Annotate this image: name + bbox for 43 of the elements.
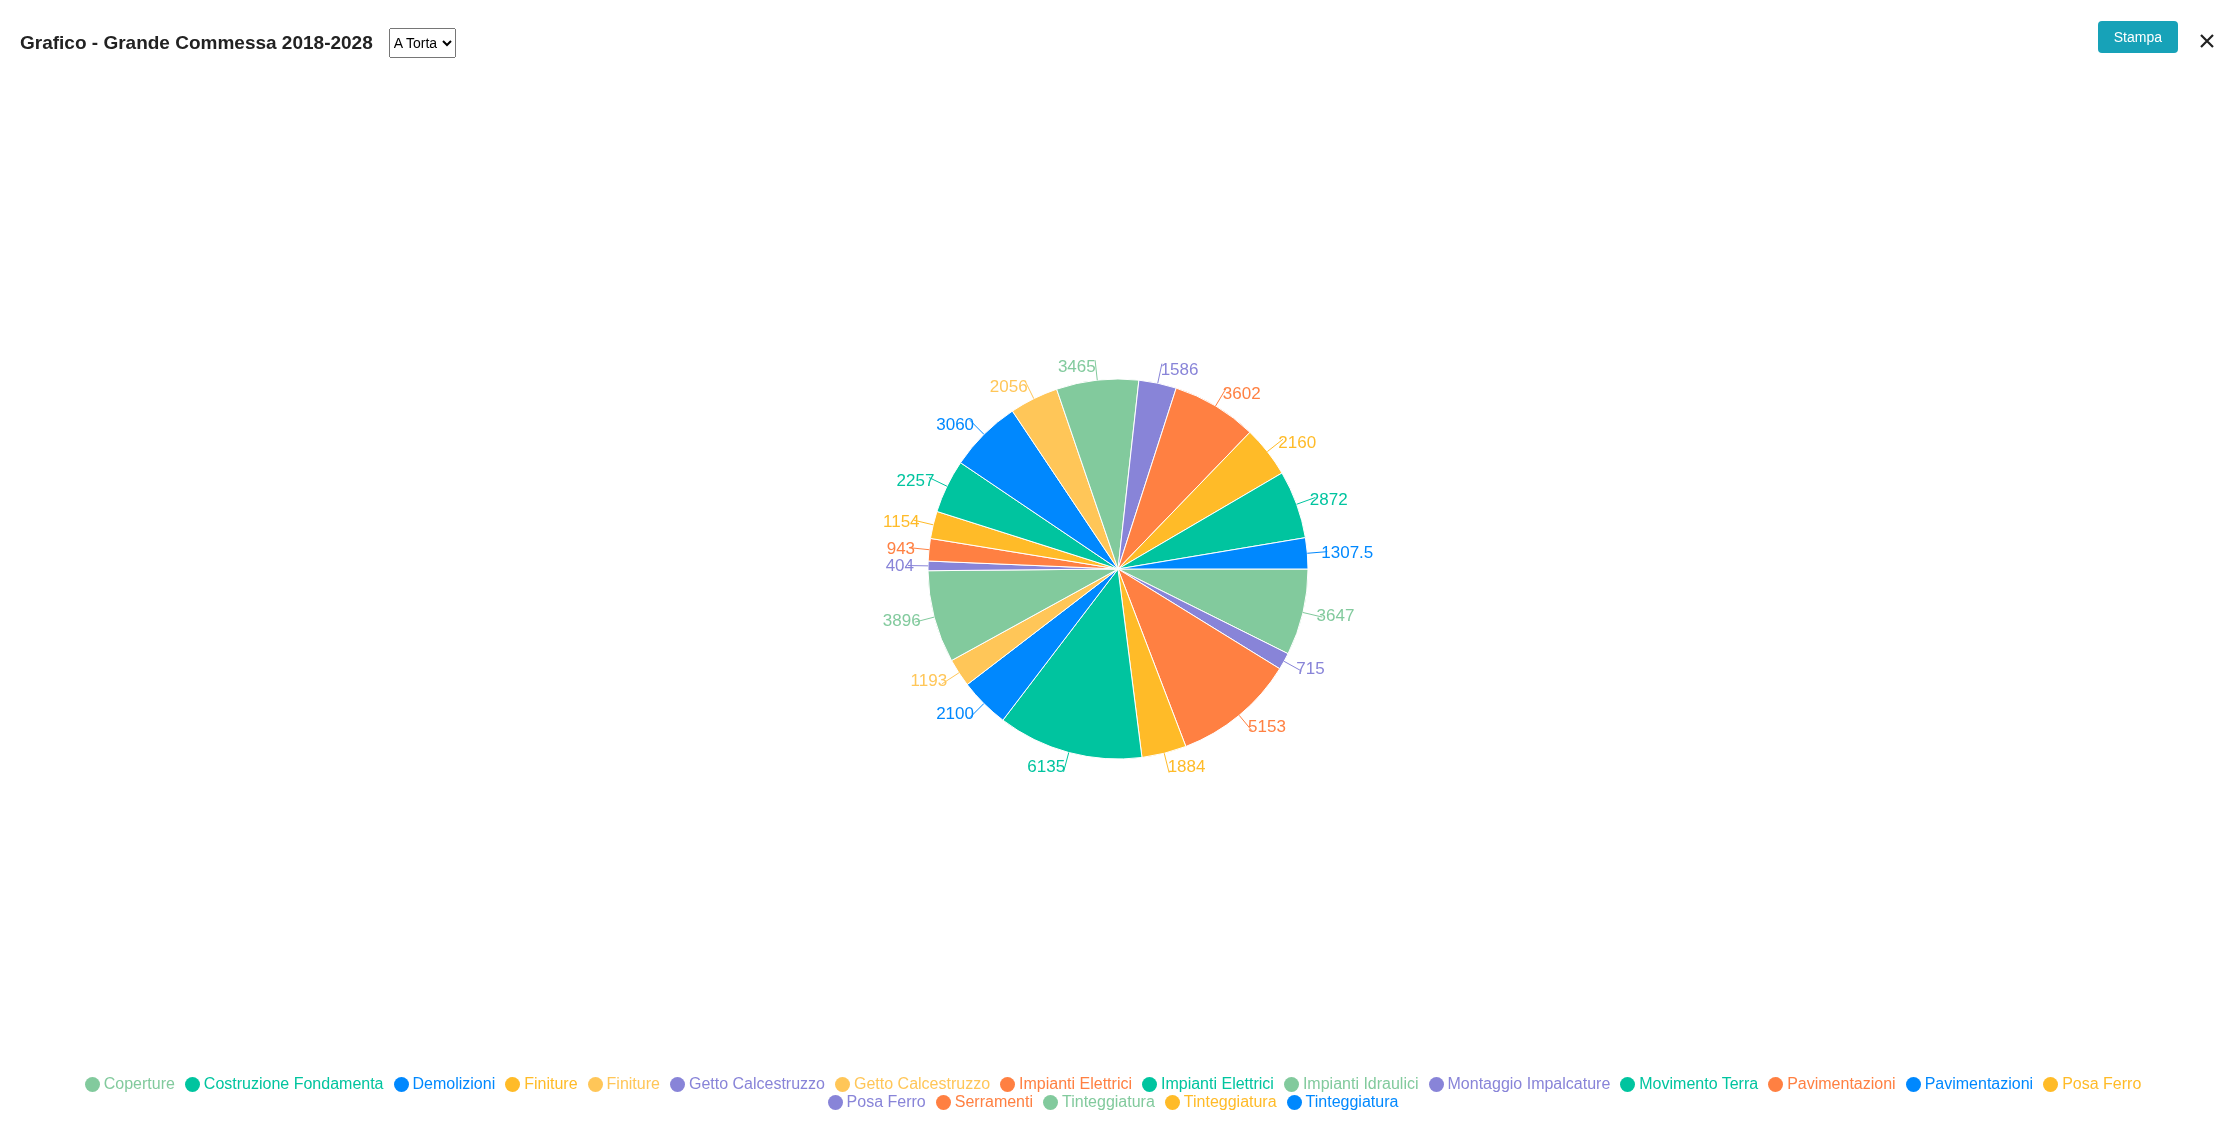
legend-label: Movimento Terra [1639, 1075, 1759, 1092]
data-label: 3060 [936, 414, 975, 434]
data-label: 5153 [1248, 716, 1286, 736]
data-label: 3465 [1057, 356, 1096, 376]
data-label: 6135 [1027, 756, 1066, 776]
data-label: 1193 [910, 671, 948, 691]
data-label: 404 [885, 556, 915, 576]
data-label: 1154 [883, 512, 920, 532]
legend-label: Impianti Elettrici [1160, 1075, 1274, 1092]
data-label: 2160 [1278, 433, 1317, 453]
legend-label: Tinteggiatura [1305, 1093, 1399, 1110]
legend-label: Pavimentazioni [1924, 1075, 2034, 1092]
data-label: 3602 [1222, 384, 1261, 404]
legend-label: Serramenti [954, 1093, 1033, 1110]
legend-label: Posa Ferro [846, 1093, 926, 1110]
data-label: 3647 [1316, 606, 1355, 626]
data-label: 943 [886, 538, 916, 558]
text: Stampa [2097, 21, 2178, 53]
legend-label: Finiture [524, 1075, 578, 1092]
legend-label: Costruzione Fondamenta [203, 1075, 384, 1092]
data-label: 1884 [1167, 757, 1206, 777]
legend-label: Getto Calcestruzzo [854, 1075, 991, 1092]
legend-label: Impianti Idraulici [1302, 1075, 1419, 1092]
legend-label: Coperture [103, 1075, 175, 1092]
data-label: 2100 [936, 703, 974, 723]
legend-label: Montaggio Impalcature [1447, 1075, 1611, 1092]
data-label: 2257 [896, 470, 935, 490]
legend-label: Getto Calcestruzzo [688, 1075, 825, 1092]
data-label: 2872 [1309, 490, 1348, 510]
data-label: 1586 [1160, 360, 1199, 380]
text: A Torta [388, 28, 456, 58]
legend-label: Posa Ferro [2062, 1075, 2142, 1092]
legend-label: Demolizioni [412, 1075, 496, 1092]
data-label: 715 [1296, 658, 1325, 678]
data-label: 1307.5 [1321, 542, 1374, 562]
data-label: 3896 [882, 611, 921, 631]
chart-title: Grafico - Grande Commessa 2018-2028 [20, 32, 373, 54]
legend-label: Tinteggiatura [1183, 1093, 1277, 1110]
legend-label: Pavimentazioni [1787, 1075, 1896, 1092]
data-label: 2056 [989, 376, 1028, 396]
legend-label: Tinteggiatura [1062, 1093, 1155, 1110]
legend-label: Impianti Elettrici [1019, 1075, 1132, 1092]
legend-label: Finiture [606, 1075, 660, 1092]
